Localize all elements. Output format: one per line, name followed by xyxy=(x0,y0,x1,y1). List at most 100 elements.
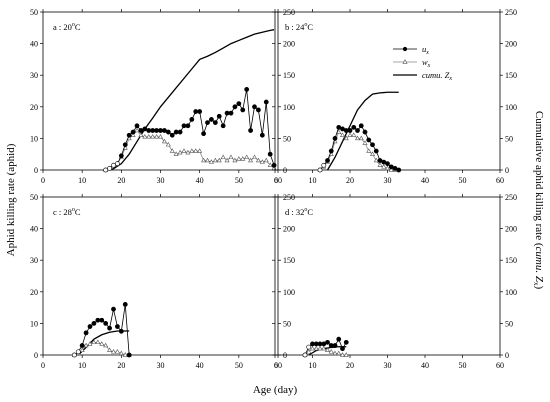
y-axis-title-right-sub: x xyxy=(532,282,540,286)
x-tick-label: 0 xyxy=(41,176,45,185)
y-tick-label-left: 10 xyxy=(30,134,38,143)
ux-point xyxy=(158,128,163,133)
wx-point xyxy=(351,132,357,137)
wx-point xyxy=(339,352,346,357)
y-tick-label-left: 30 xyxy=(30,256,38,265)
panel-label-degree: o xyxy=(72,22,75,28)
y-tick-label-right: 250 xyxy=(283,8,295,17)
wx-point xyxy=(216,157,222,163)
wx-point xyxy=(309,345,316,351)
wx-point xyxy=(362,140,368,145)
ux-point xyxy=(328,148,334,154)
y-tick-label-right: 50 xyxy=(283,134,291,143)
legend-label-base: u xyxy=(422,44,426,54)
wx-point xyxy=(244,154,250,160)
ux-point xyxy=(99,317,105,323)
legend-label-ux: ux xyxy=(422,44,429,56)
ux-point xyxy=(79,343,85,348)
ux-point xyxy=(181,123,187,129)
wx-point xyxy=(79,347,85,352)
panel-label-unit: C xyxy=(75,22,81,32)
y-tick-label-right: 100 xyxy=(505,103,517,112)
y-tick-label-right: 250 xyxy=(505,193,517,202)
y-axis-title-right-z: Z xyxy=(533,273,545,283)
ux-point xyxy=(146,128,152,133)
wx-point xyxy=(212,157,218,163)
wx-point xyxy=(142,134,148,139)
wx-point xyxy=(321,345,327,351)
ux-point xyxy=(209,117,214,122)
ux-point xyxy=(173,129,179,135)
ux-point xyxy=(236,101,242,107)
y-tick-label-right: 50 xyxy=(505,319,513,328)
wx-point xyxy=(204,157,211,163)
panel-frame xyxy=(42,196,279,356)
ux-point xyxy=(87,324,93,329)
ux-point xyxy=(302,352,308,358)
y-tick-label-right: 150 xyxy=(505,71,517,80)
x-tick-label: 20 xyxy=(117,176,125,185)
y-axis-title-left: Aphid killing rate (aphid) xyxy=(5,143,17,256)
wx-point xyxy=(228,154,234,160)
wx-point xyxy=(343,352,349,357)
x-tick-label: 30 xyxy=(157,176,165,185)
x-tick-label: 60 xyxy=(274,361,282,370)
panel-c: 0 10 20 30 40 50 6001020304050050100150200250c… xyxy=(30,193,295,370)
x-tick-label: 10 xyxy=(309,361,317,370)
wx-point xyxy=(83,342,89,348)
x-tick-label: 30 xyxy=(384,361,392,370)
ux-point xyxy=(343,339,349,345)
wx-point xyxy=(336,129,342,134)
x-tick-label: 50 xyxy=(459,176,467,185)
ux-point xyxy=(232,104,238,110)
y-tick-label-right: 50 xyxy=(505,134,513,143)
wx-point xyxy=(232,157,238,163)
wx-point xyxy=(99,341,105,346)
x-tick-label: 0 xyxy=(274,361,278,370)
wx-point xyxy=(313,345,319,351)
legend-label-base: w xyxy=(422,57,428,67)
wx-point xyxy=(388,167,394,172)
ux-point xyxy=(385,161,390,167)
ux-point xyxy=(138,128,144,133)
ux-point xyxy=(256,107,261,113)
y-axis-title-right: Cumulative aphid killing rate (cumu. Zx) xyxy=(532,111,545,290)
series-cumu-zx xyxy=(326,91,399,171)
wx-point xyxy=(336,350,342,356)
wx-point xyxy=(103,342,109,348)
ux-point xyxy=(83,330,89,336)
ux-point xyxy=(154,128,159,133)
wx-point xyxy=(130,132,136,137)
ux-point xyxy=(332,135,338,141)
y-tick-label-left: 30 xyxy=(30,71,38,80)
ux-point xyxy=(267,151,273,157)
ux-point xyxy=(355,128,360,133)
ux-point xyxy=(162,128,167,133)
ux-point xyxy=(118,153,124,159)
y-tick-label-left: 40 xyxy=(30,225,38,234)
wx-point xyxy=(267,162,273,167)
y-axis-title-right-italic: cumu. xyxy=(533,247,545,274)
ux-point xyxy=(248,128,253,133)
legend-label-sub: x xyxy=(427,63,431,69)
wx-point xyxy=(263,157,269,163)
wx-point xyxy=(240,156,246,161)
y-tick-label-right: 0 xyxy=(505,351,509,360)
y-tick-label-right: 150 xyxy=(283,71,295,80)
legend-wx-marker xyxy=(402,59,408,64)
wx-point xyxy=(154,134,160,139)
wx-point xyxy=(134,127,140,133)
x-tick-label: 20 xyxy=(346,176,354,185)
ux-point xyxy=(321,162,327,168)
ux-point xyxy=(336,336,342,342)
ux-point xyxy=(142,126,148,132)
wx-point xyxy=(114,349,120,354)
ux-point xyxy=(115,161,120,167)
ux-point xyxy=(317,167,323,173)
wx-point xyxy=(173,151,179,156)
x-tick-label: 50 xyxy=(235,176,243,185)
ux-point xyxy=(332,343,338,348)
wx-point xyxy=(366,148,372,153)
x-tick-label: 30 xyxy=(384,176,392,185)
